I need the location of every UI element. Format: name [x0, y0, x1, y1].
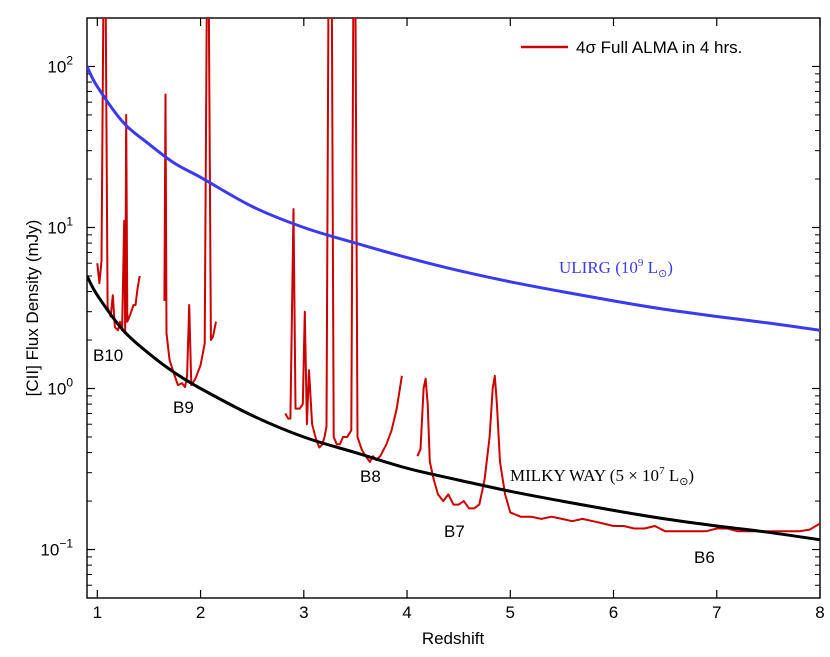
legend-label-alma: 4σ Full ALMA in 4 hrs.	[576, 38, 742, 57]
x-tick-label: 2	[196, 603, 205, 622]
x-axis-title: Redshift	[422, 629, 485, 648]
y-axis-title: [CII] Flux Density (mJy)	[23, 220, 42, 397]
series-alma-segment-4	[416, 374, 820, 533]
band-label-b10: B10	[93, 346, 123, 365]
legend: 4σ Full ALMA in 4 hrs.	[521, 38, 742, 57]
y-tick-label: 102	[47, 53, 73, 76]
series-alma-segment-3	[284, 18, 403, 463]
band-label-b8: B8	[360, 467, 381, 486]
band-label-b9: B9	[173, 398, 194, 417]
x-tick-label: 7	[712, 603, 721, 622]
series-alma-segment-1	[96, 18, 141, 335]
data-curves	[87, 18, 820, 542]
x-tick-label: 6	[609, 603, 618, 622]
plot-frame	[86, 17, 821, 599]
series-line-milky-way	[87, 275, 820, 542]
milky-way-label: MILKY WAY (5 × 107 L⊙)	[510, 465, 694, 488]
x-tick-label: 5	[506, 603, 515, 622]
x-tick-label: 1	[93, 603, 102, 622]
series-line-ulirg	[87, 65, 820, 332]
x-tick-label: 4	[402, 603, 411, 622]
y-tick-label: 100	[47, 376, 73, 399]
band-label-b7: B7	[444, 522, 465, 541]
y-tick-label: 10−1	[40, 537, 73, 560]
x-tick-label: 3	[299, 603, 308, 622]
y-tick-label: 101	[47, 214, 73, 237]
band-label-b6: B6	[694, 548, 715, 567]
axis-ticks: 1 2 3 4 5 6 7 8 10−1 100 101 102	[40, 18, 825, 622]
x-tick-label: 8	[815, 603, 824, 622]
ulirg-label: ULIRG (109 L⊙)	[559, 257, 673, 280]
series-alma-segment-2	[163, 18, 217, 389]
